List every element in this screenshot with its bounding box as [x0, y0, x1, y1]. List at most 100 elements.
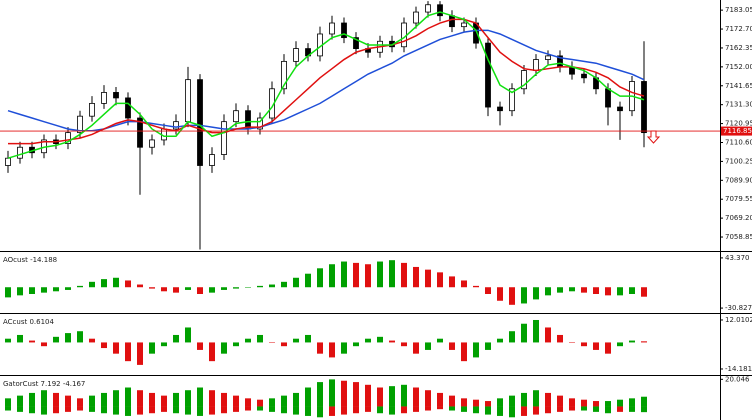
histogram-bar — [641, 341, 647, 343]
histogram-bar — [497, 398, 503, 407]
histogram-bar — [245, 338, 251, 343]
candle-body — [101, 92, 107, 104]
histogram-bar — [353, 406, 359, 414]
histogram-bar — [89, 395, 95, 407]
histogram-bar — [545, 406, 551, 414]
histogram-bar — [41, 287, 47, 293]
histogram-bar — [185, 287, 191, 290]
histogram-bar — [401, 262, 407, 288]
histogram-bar — [29, 406, 35, 414]
candle-body — [281, 60, 287, 90]
histogram-bar — [641, 287, 647, 297]
histogram-bar — [413, 266, 419, 288]
histogram-bar — [509, 395, 515, 407]
histogram-bar — [617, 399, 623, 407]
histogram-bar — [257, 334, 263, 343]
candle-body — [353, 37, 359, 49]
histogram-bar — [281, 281, 287, 288]
candle-body — [209, 154, 215, 166]
candle-body — [185, 79, 191, 123]
histogram-bar — [437, 392, 443, 407]
histogram-bar — [65, 333, 71, 343]
histogram-bar — [137, 284, 143, 288]
histogram-bar — [137, 406, 143, 415]
histogram-bar — [545, 392, 551, 407]
candle-body — [221, 121, 227, 155]
histogram-bar — [389, 406, 395, 415]
candle-body — [137, 117, 143, 148]
histogram-bar — [509, 406, 515, 418]
histogram-bar — [605, 287, 611, 296]
histogram-bar — [233, 342, 239, 347]
histogram-bar — [413, 342, 419, 354]
candle-body — [641, 81, 647, 134]
histogram-bar — [305, 387, 311, 407]
histogram-bar — [29, 392, 35, 407]
y-tick-label: 12.0102 — [725, 316, 752, 324]
candle-body — [545, 55, 551, 60]
candle-body — [113, 92, 119, 99]
histogram-bar — [317, 406, 323, 418]
histogram-bar — [305, 273, 311, 288]
histogram-bar — [149, 342, 155, 354]
histogram-bar — [533, 319, 539, 343]
histogram-bar — [389, 386, 395, 407]
histogram-bar — [449, 276, 455, 288]
histogram-bar — [629, 398, 635, 407]
histogram-bar — [197, 342, 203, 350]
histogram-bar — [161, 287, 167, 292]
histogram-bar — [125, 280, 131, 288]
histogram-bar — [329, 379, 335, 407]
histogram-bar — [269, 406, 275, 412]
histogram-bar — [257, 406, 263, 411]
histogram-bar — [173, 287, 179, 293]
histogram-bar — [233, 395, 239, 407]
candle-body — [125, 97, 131, 119]
histogram-bar — [617, 287, 623, 296]
histogram-bar — [125, 387, 131, 407]
price-tag — [721, 126, 752, 136]
histogram-bar — [245, 398, 251, 407]
histogram-bar — [113, 390, 119, 407]
candle-body — [461, 22, 467, 28]
histogram-bar — [461, 280, 467, 288]
histogram-bar — [533, 287, 539, 300]
histogram-bar — [377, 261, 383, 288]
histogram-bar — [461, 406, 467, 412]
histogram-bar — [617, 406, 623, 412]
histogram-bar — [185, 327, 191, 343]
histogram-bar — [89, 406, 95, 412]
histogram-bar — [581, 287, 587, 293]
y-tick-label: 7162.35 — [725, 44, 752, 52]
candle-body — [65, 132, 71, 144]
histogram-bar — [257, 399, 263, 407]
candle-body — [509, 88, 515, 112]
candle-body — [341, 22, 347, 39]
y-tick-label: 7183.05 — [725, 6, 752, 14]
moving-average — [7, 29, 645, 132]
histogram-bar — [53, 406, 59, 414]
histogram-bar — [293, 338, 299, 343]
histogram-bar — [197, 406, 203, 416]
histogram-bar — [557, 395, 563, 407]
histogram-bar — [485, 342, 491, 350]
histogram-bar — [569, 342, 575, 343]
candle-body — [89, 102, 95, 117]
candle-body — [617, 106, 623, 112]
candle-body — [437, 4, 443, 17]
histogram-bar — [269, 284, 275, 288]
histogram-bar — [125, 406, 131, 416]
histogram-bar — [449, 342, 455, 350]
histogram-bar — [149, 392, 155, 407]
histogram-bar — [317, 382, 323, 407]
histogram-bar — [533, 390, 539, 407]
candle-body — [449, 15, 455, 28]
histogram-bar — [521, 392, 527, 407]
histogram-bar — [629, 287, 635, 294]
histogram-bar — [101, 406, 107, 414]
y-tick-label: 7110.60 — [725, 138, 752, 146]
histogram-bar — [209, 406, 215, 415]
histogram-bar — [17, 334, 23, 343]
histogram-bar — [281, 406, 287, 414]
histogram-bar — [161, 342, 167, 347]
